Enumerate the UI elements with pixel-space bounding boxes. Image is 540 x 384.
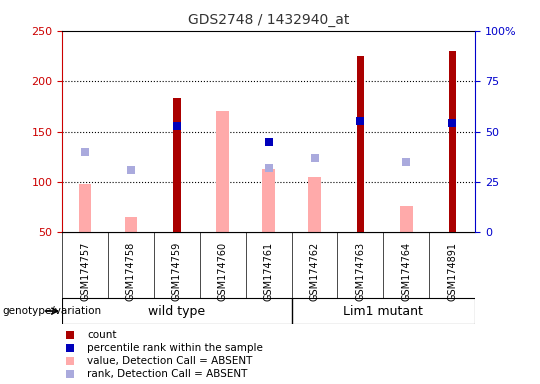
Text: GSM174760: GSM174760	[218, 242, 228, 301]
Text: rank, Detection Call = ABSENT: rank, Detection Call = ABSENT	[87, 369, 247, 379]
Bar	[79, 184, 91, 232]
Text: GSM174759: GSM174759	[172, 242, 182, 301]
Text: value, Detection Call = ABSENT: value, Detection Call = ABSENT	[87, 356, 252, 366]
Bar	[400, 206, 413, 232]
Text: Lim1 mutant: Lim1 mutant	[343, 305, 423, 318]
Bar	[357, 56, 364, 232]
Text: percentile rank within the sample: percentile rank within the sample	[87, 343, 263, 353]
Text: GSM174763: GSM174763	[355, 242, 366, 301]
Text: GSM174761: GSM174761	[264, 242, 274, 301]
Bar	[449, 51, 456, 232]
Text: GSM174762: GSM174762	[309, 242, 320, 301]
Title: GDS2748 / 1432940_at: GDS2748 / 1432940_at	[188, 13, 349, 27]
Text: GSM174764: GSM174764	[401, 242, 411, 301]
Text: GSM174758: GSM174758	[126, 242, 136, 301]
Text: genotype/variation: genotype/variation	[3, 306, 102, 316]
Bar	[262, 169, 275, 232]
Text: GSM174757: GSM174757	[80, 242, 90, 301]
Bar	[308, 177, 321, 232]
Bar	[217, 111, 229, 232]
Bar	[173, 98, 180, 232]
Text: GSM174891: GSM174891	[447, 242, 457, 301]
Text: wild type: wild type	[148, 305, 205, 318]
Text: count: count	[87, 330, 117, 340]
Bar	[125, 217, 137, 232]
